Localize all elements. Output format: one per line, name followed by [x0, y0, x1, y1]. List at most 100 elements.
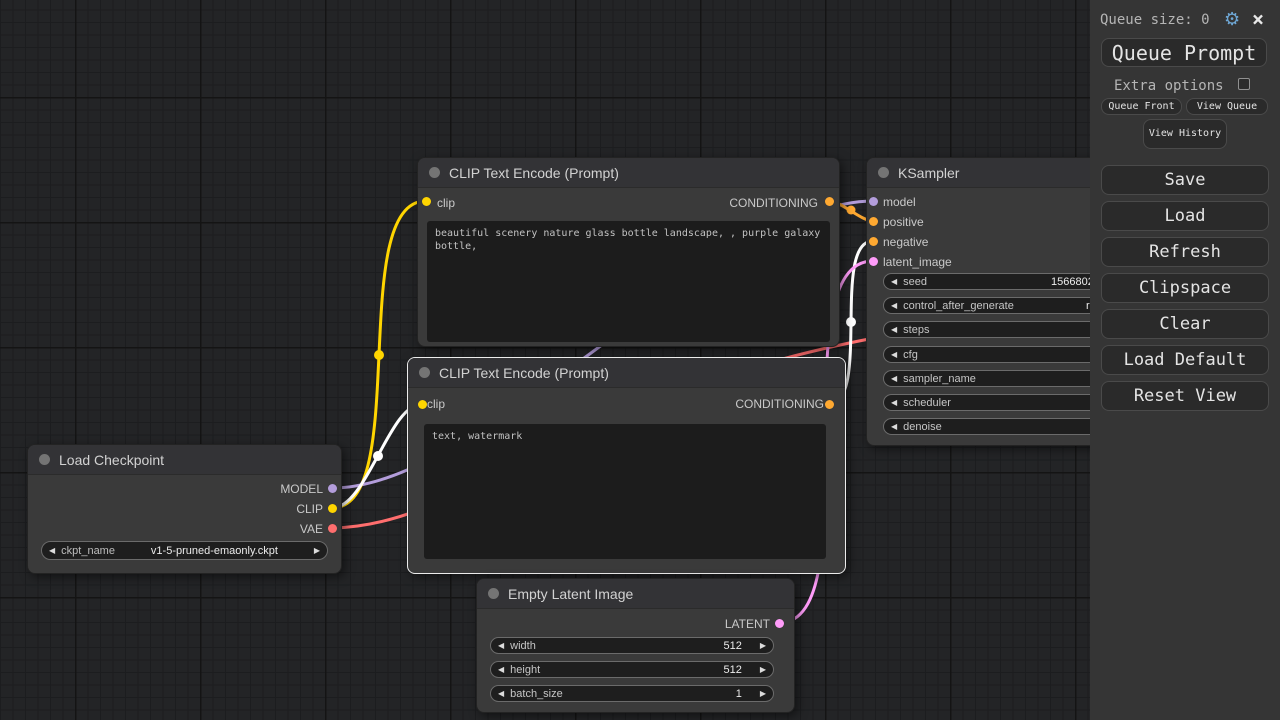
arrow-left-icon[interactable]: ◀ [891, 349, 898, 359]
arrow-left-icon[interactable]: ◀ [498, 640, 505, 650]
output-label-clip: CLIP [296, 502, 323, 516]
output-label-latent: LATENT [724, 617, 770, 631]
output-label-conditioning: CONDITIONING [729, 196, 818, 210]
collapse-dot-icon[interactable] [419, 367, 430, 378]
widget-label: sampler_name [903, 372, 976, 385]
comfyui-menu-panel: Queue size: 0 ⚙ × Queue Prompt Extra opt… [1090, 0, 1280, 720]
menu-button-list: Save Load Refresh Clipspace Clear Load D… [1101, 165, 1269, 411]
link-midpoint-dot [846, 205, 856, 215]
node-title: KSampler [898, 164, 960, 181]
input-slot-clip[interactable] [422, 197, 431, 206]
queue-size-label: Queue size: 0 [1100, 12, 1210, 28]
collapse-dot-icon[interactable] [429, 167, 440, 178]
save-button[interactable]: Save [1101, 165, 1269, 195]
node-clip-text-encode-negative[interactable]: CLIP Text Encode (Prompt) clip CONDITION… [407, 357, 846, 574]
widget-label: cfg [903, 348, 918, 361]
widget-value: v1-5-pruned-emaonly.ckpt [150, 544, 278, 557]
gear-icon[interactable]: ⚙ [1224, 9, 1241, 30]
clear-button[interactable]: Clear [1101, 309, 1269, 339]
node-title-bar[interactable]: Empty Latent Image [477, 579, 794, 609]
widget-label: seed [903, 275, 928, 288]
input-label-model: model [883, 195, 916, 209]
widget-label: scheduler [903, 396, 951, 409]
output-slot-vae[interactable] [328, 524, 337, 533]
output-slot-latent[interactable] [775, 619, 784, 628]
link-midpoint-dot [374, 350, 384, 360]
input-slot-positive[interactable] [869, 217, 878, 226]
node-title: CLIP Text Encode (Prompt) [449, 164, 619, 181]
node-empty-latent-image[interactable]: Empty Latent Image LATENT ◀ width 512 ▶ … [476, 578, 795, 713]
input-label-latent-image: latent_image [883, 255, 952, 269]
queue-front-button[interactable]: Queue Front [1101, 98, 1182, 115]
widget-value: 512 [723, 639, 742, 652]
arrow-right-icon[interactable]: ▶ [313, 545, 320, 555]
widget-value: 512 [723, 663, 742, 676]
arrow-left-icon[interactable]: ◀ [891, 324, 898, 334]
load-button[interactable]: Load [1101, 201, 1269, 231]
node-title: Load Checkpoint [59, 451, 165, 468]
node-title: Empty Latent Image [508, 585, 634, 602]
clipspace-button[interactable]: Clipspace [1101, 273, 1269, 303]
input-slot-latent-image[interactable] [869, 257, 878, 266]
extra-options-label: Extra options [1114, 78, 1224, 94]
widget-label: ckpt_name [61, 544, 115, 557]
close-icon[interactable]: × [1252, 7, 1265, 31]
input-label-negative: negative [883, 235, 929, 249]
arrow-left-icon[interactable]: ◀ [498, 664, 505, 674]
arrow-right-icon[interactable]: ▶ [759, 664, 766, 674]
node-title-bar[interactable]: Load Checkpoint [28, 445, 341, 475]
collapse-dot-icon[interactable] [878, 167, 889, 178]
output-label-model: MODEL [280, 482, 323, 496]
input-slot-model[interactable] [869, 197, 878, 206]
width-widget[interactable]: ◀ width 512 ▶ [490, 637, 774, 654]
batch-size-widget[interactable]: ◀ batch_size 1 ▶ [490, 685, 774, 702]
arrow-right-icon[interactable]: ▶ [759, 640, 766, 650]
widget-label: denoise [903, 420, 942, 433]
node-load-checkpoint[interactable]: Load Checkpoint MODEL CLIP VAE ◀ ckpt_na… [27, 444, 342, 574]
extra-options-checkbox[interactable] [1238, 78, 1250, 90]
prompt-textarea[interactable]: text, watermark [424, 424, 826, 559]
collapse-dot-icon[interactable] [39, 454, 50, 465]
output-slot-conditioning[interactable] [825, 400, 834, 409]
refresh-button[interactable]: Refresh [1101, 237, 1269, 267]
output-slot-model[interactable] [328, 484, 337, 493]
load-default-button[interactable]: Load Default [1101, 345, 1269, 375]
node-title-bar[interactable]: CLIP Text Encode (Prompt) [408, 358, 845, 388]
widget-label: width [510, 639, 536, 652]
link-midpoint-dot [846, 317, 856, 327]
output-label-vae: VAE [299, 522, 323, 536]
reset-view-button[interactable]: Reset View [1101, 381, 1269, 411]
node-title: CLIP Text Encode (Prompt) [439, 364, 609, 381]
input-slot-negative[interactable] [869, 237, 878, 246]
input-label-clip: clip [437, 196, 456, 210]
widget-value: 1 [735, 687, 742, 700]
output-slot-clip[interactable] [328, 504, 337, 513]
view-queue-button[interactable]: View Queue [1186, 98, 1268, 115]
output-label-conditioning: CONDITIONING [735, 397, 824, 411]
widget-label: height [510, 663, 541, 676]
node-title-bar[interactable]: CLIP Text Encode (Prompt) [418, 158, 839, 188]
ckpt-name-widget[interactable]: ◀ ckpt_name v1-5-pruned-emaonly.ckpt ▶ [41, 541, 328, 560]
arrow-left-icon[interactable]: ◀ [49, 545, 56, 555]
collapse-dot-icon[interactable] [488, 588, 499, 599]
arrow-right-icon[interactable]: ▶ [759, 688, 766, 698]
widget-label: steps [903, 323, 930, 336]
arrow-left-icon[interactable]: ◀ [891, 276, 898, 286]
output-slot-conditioning[interactable] [825, 197, 834, 206]
node-clip-text-encode-positive[interactable]: CLIP Text Encode (Prompt) clip CONDITION… [417, 157, 840, 347]
input-label-clip: clip [427, 397, 446, 411]
arrow-left-icon[interactable]: ◀ [891, 300, 898, 310]
height-widget[interactable]: ◀ height 512 ▶ [490, 661, 774, 678]
widget-label: control_after_generate [903, 299, 1014, 312]
link-midpoint-dot [373, 451, 383, 461]
arrow-left-icon[interactable]: ◀ [891, 397, 898, 407]
view-history-button[interactable]: View History [1143, 119, 1227, 149]
arrow-left-icon[interactable]: ◀ [891, 421, 898, 431]
prompt-textarea[interactable]: beautiful scenery nature glass bottle la… [427, 221, 830, 342]
arrow-left-icon[interactable]: ◀ [498, 688, 505, 698]
input-slot-clip[interactable] [418, 400, 427, 409]
queue-prompt-button[interactable]: Queue Prompt [1101, 38, 1267, 67]
widget-label: batch_size [510, 687, 563, 700]
arrow-left-icon[interactable]: ◀ [891, 373, 898, 383]
